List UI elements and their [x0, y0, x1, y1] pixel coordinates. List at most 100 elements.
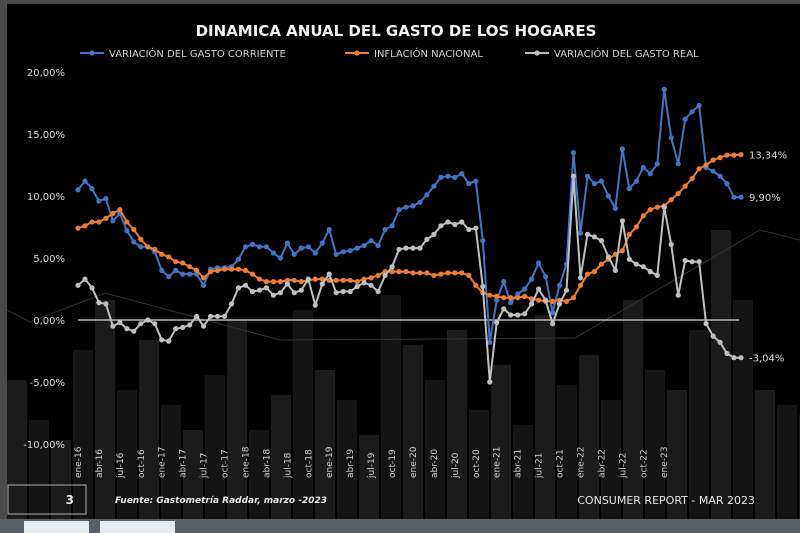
background-bar [271, 395, 291, 519]
data-point [215, 267, 221, 273]
data-point [82, 223, 88, 229]
data-point [103, 215, 109, 221]
background-bar [139, 340, 159, 519]
y-tick-label: -10,00% [23, 440, 65, 451]
data-point [417, 199, 423, 205]
data-point [431, 183, 437, 189]
data-point [508, 312, 514, 318]
data-point [640, 264, 646, 270]
data-point [654, 204, 660, 210]
data-point [487, 292, 493, 298]
data-point [173, 267, 179, 273]
data-point [577, 230, 584, 236]
data-point [228, 301, 235, 307]
data-point [152, 321, 158, 327]
series-inflaci-n-nacional [75, 152, 744, 304]
background-bar [359, 435, 379, 519]
data-point [738, 355, 744, 361]
data-point [354, 283, 360, 290]
data-point [487, 339, 493, 345]
page-number-box [7, 484, 87, 515]
data-point [640, 164, 646, 171]
data-point [738, 152, 744, 158]
data-point [647, 269, 653, 275]
data-point [145, 244, 151, 250]
data-point [668, 135, 674, 141]
data-point [682, 116, 688, 122]
data-point [187, 322, 193, 328]
data-point [563, 298, 570, 304]
data-point [584, 231, 591, 237]
data-point [536, 286, 542, 292]
data-point [242, 282, 249, 288]
data-point [256, 244, 263, 250]
x-tick-label: abr-22 [597, 449, 607, 478]
background-bar [7, 380, 27, 519]
report-label: CONSUMER REPORT - MAR 2023 [577, 494, 755, 507]
sheet-tab[interactable] [100, 521, 175, 533]
data-point [222, 313, 228, 319]
decorative-trend-line [7, 229, 800, 341]
y-tick-label: 20,00% [27, 68, 65, 79]
data-point [522, 311, 528, 317]
sheet-tab[interactable] [24, 521, 89, 533]
data-point [361, 276, 367, 282]
background-bar [711, 230, 731, 519]
background-bar [161, 405, 181, 519]
series-variaci-n-del-gasto-real [75, 173, 744, 385]
data-point [82, 178, 88, 184]
data-point [738, 194, 744, 200]
series-line [77, 153, 742, 303]
data-point [494, 297, 500, 303]
data-point [242, 244, 249, 250]
data-point [689, 109, 695, 115]
data-point [305, 244, 311, 250]
end-value-label: 13,34% [749, 151, 787, 162]
x-tick-label: ene-23 [660, 447, 670, 478]
data-point [333, 277, 339, 283]
data-point [347, 277, 353, 283]
background-bar [29, 420, 49, 519]
data-point [563, 287, 570, 293]
data-point [277, 290, 283, 296]
data-point [277, 279, 283, 285]
background-bar [667, 390, 687, 519]
data-point [480, 283, 486, 290]
data-point [550, 310, 556, 316]
series-group [75, 86, 744, 385]
x-axis: ene-16 abr-16 jul-16 oct-16 ene-17 abr-17 jul-… [74, 446, 670, 479]
legend-marker [354, 50, 360, 56]
source-note: Fuente: Gastometría Raddar, marzo -2023 [115, 496, 327, 506]
data-point [584, 173, 591, 179]
data-point [459, 171, 465, 177]
chart: DINAMICA ANUAL DEL GASTO DE LOS HOGARES … [7, 22, 800, 519]
data-point [89, 285, 95, 291]
data-point [208, 269, 214, 275]
data-point [340, 277, 346, 283]
data-point [445, 270, 451, 276]
data-point [375, 272, 381, 278]
x-tick-label: oct-18 [304, 449, 314, 478]
x-tick-label: ene-22 [576, 447, 586, 478]
data-point [515, 312, 521, 318]
data-point [382, 226, 388, 233]
x-tick-label: jul-21 [535, 453, 545, 479]
data-point [340, 288, 346, 295]
data-point [284, 240, 290, 246]
x-tick-label: oct-20 [472, 449, 482, 478]
data-point [222, 266, 228, 272]
data-point [675, 292, 681, 298]
data-point [647, 171, 653, 177]
data-point [417, 270, 423, 276]
data-point [438, 223, 444, 229]
background-bar [425, 380, 445, 519]
data-point [368, 275, 374, 281]
data-point [208, 313, 214, 319]
data-point [445, 173, 451, 179]
x-tick-label: oct-22 [639, 449, 649, 478]
data-point [375, 288, 381, 295]
x-tick-label: ene-20 [409, 446, 419, 478]
data-point [312, 302, 318, 308]
data-point [522, 286, 528, 292]
x-tick-label: ene-18 [241, 446, 251, 478]
